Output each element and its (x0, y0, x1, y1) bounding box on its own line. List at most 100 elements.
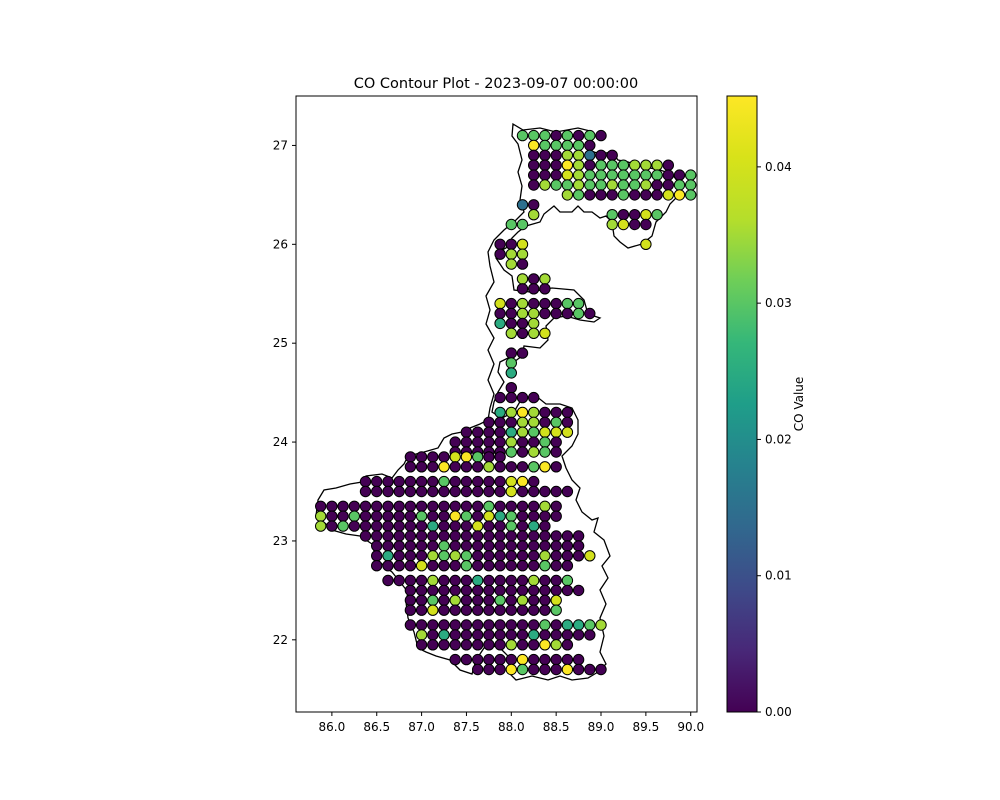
data-point (528, 406, 540, 419)
data-point (651, 179, 663, 191)
data-point (382, 530, 394, 542)
data-point (528, 540, 540, 552)
data-point (315, 510, 327, 522)
data-point (483, 594, 495, 606)
data-point (550, 129, 562, 142)
data-point (415, 604, 428, 616)
data-point (505, 317, 517, 330)
data-point (404, 510, 417, 522)
data-point (572, 159, 585, 171)
data-point (539, 663, 551, 676)
data-point (516, 391, 529, 404)
data-point (516, 129, 529, 142)
data-point (415, 451, 428, 463)
data-point (427, 629, 439, 641)
data-point (528, 604, 540, 616)
data-point (371, 530, 383, 542)
data-point (528, 663, 540, 676)
data-point (494, 475, 506, 488)
data-point (438, 604, 450, 616)
data-point (505, 307, 517, 320)
x-tick-label: 89.5 (633, 720, 660, 734)
data-point (427, 485, 439, 498)
data-point (415, 560, 428, 572)
data-point (572, 619, 585, 631)
data-point (550, 629, 562, 641)
data-point (494, 594, 506, 606)
data-point (348, 500, 360, 512)
data-point (617, 189, 630, 201)
data-point (505, 540, 517, 552)
data-point (438, 584, 450, 597)
data-point (438, 475, 450, 488)
data-point (528, 129, 540, 142)
data-point (505, 485, 517, 498)
data-point (404, 500, 417, 512)
data-point (550, 169, 562, 181)
data-point (617, 179, 630, 191)
data-point (438, 639, 450, 651)
data-point (539, 436, 551, 448)
data-point (561, 307, 574, 320)
data-point (561, 653, 574, 666)
data-point (415, 540, 428, 552)
data-point (382, 550, 394, 562)
data-point (561, 129, 574, 142)
data-point (404, 485, 417, 498)
data-point (326, 500, 338, 512)
data-point (561, 550, 574, 562)
data-point (505, 629, 517, 641)
data-point (528, 639, 540, 651)
data-point (528, 209, 540, 221)
data-point (550, 540, 562, 552)
data-point (528, 283, 540, 295)
data-point (404, 584, 417, 597)
data-point (460, 560, 473, 572)
data-point (393, 574, 405, 587)
data-point (528, 530, 540, 542)
data-point (415, 550, 428, 562)
data-point (539, 653, 551, 666)
data-point (505, 520, 517, 532)
data-point (528, 159, 540, 171)
data-point (539, 619, 551, 631)
data-point (460, 604, 473, 616)
data-point (505, 416, 517, 428)
region-boundary (315, 122, 679, 681)
data-point (505, 560, 517, 572)
data-point (516, 446, 529, 458)
data-point (438, 485, 450, 498)
data-point (472, 653, 484, 666)
data-point (404, 540, 417, 552)
data-point (348, 520, 360, 532)
data-point (460, 426, 473, 438)
data-point (393, 500, 405, 512)
data-point (494, 584, 506, 597)
data-point (494, 510, 506, 522)
data-point (472, 485, 484, 498)
data-point (472, 451, 484, 463)
data-point (528, 139, 540, 152)
data-point (572, 307, 585, 320)
data-point (483, 619, 495, 631)
data-point (505, 258, 517, 270)
data-point (505, 653, 517, 666)
data-point (494, 451, 506, 463)
data-point (550, 639, 562, 651)
data-point (315, 500, 327, 512)
data-point (629, 169, 641, 181)
data-point (472, 540, 484, 552)
data-point (438, 500, 450, 512)
data-point (528, 391, 540, 404)
data-point (539, 416, 551, 428)
data-point (539, 550, 551, 562)
data-point (662, 189, 674, 201)
data-point (539, 169, 551, 181)
data-point (438, 451, 450, 463)
data-point (561, 169, 574, 181)
data-point (494, 530, 506, 542)
data-point (539, 594, 551, 606)
data-point (516, 560, 529, 572)
data-point (460, 475, 473, 488)
x-axis: 86.0 86.5 87.0 87.5 88.0 88.5 89.0 89.5 90.0 (319, 712, 704, 734)
